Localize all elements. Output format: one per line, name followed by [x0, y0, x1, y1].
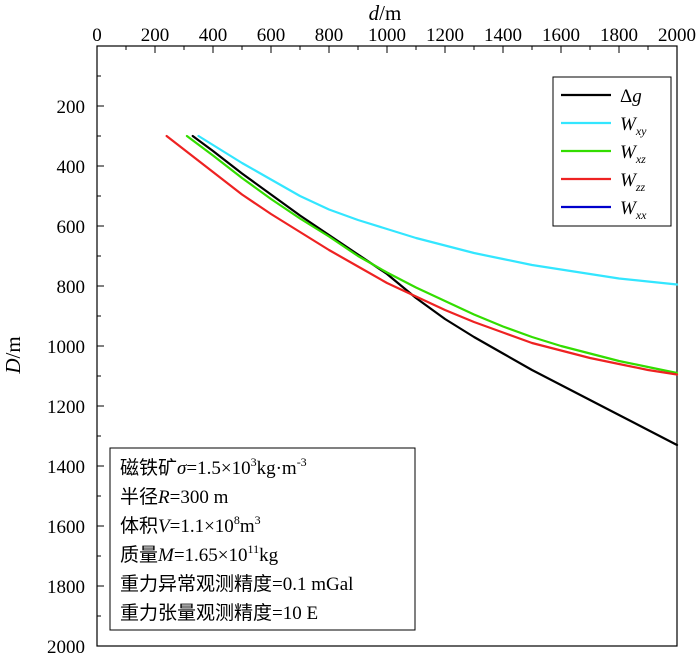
x-tick-label: 400: [199, 25, 228, 46]
series-line-2: [185, 134, 679, 375]
y-tick-label: 600: [57, 217, 86, 238]
y-tick-label: 1600: [47, 517, 85, 538]
legend-label: Wxx: [620, 198, 647, 222]
x-tick-label: 800: [315, 25, 344, 46]
series-line-3: [165, 134, 679, 376]
series-line-0: [191, 134, 679, 447]
y-tick-label: 200: [57, 97, 86, 118]
x-tick-label: 2000: [658, 25, 696, 46]
y-tick-label: 800: [57, 277, 86, 298]
annotation-box: [109, 447, 416, 631]
x-tick-label: 0: [92, 25, 102, 46]
legend-label: Wxy: [620, 114, 647, 138]
legend-label: Wzz: [620, 170, 645, 194]
annotation-line: 半径R=300 m: [120, 486, 229, 508]
annotation-line: 质量M=1.65×1011kg: [120, 542, 279, 566]
y-tick-label: 1400: [47, 457, 85, 478]
legend: Δg Wxy Wxz Wzz Wxx: [552, 76, 672, 227]
annotation-line: 重力异常观测精度=0.1 mGal: [120, 573, 353, 595]
x-tick-label: 600: [257, 25, 286, 46]
x-axis-title: d/m: [369, 1, 402, 25]
y-tick-label: 1200: [47, 397, 85, 418]
y-axis-title: D/m: [1, 336, 25, 374]
y-tick-label: 1000: [47, 337, 85, 358]
series-group: [165, 134, 679, 447]
x-tick-group: 0 200 400 600 800 1000 1200 1400 1600 1800 2000: [92, 25, 696, 53]
x-tick-label: 1600: [542, 25, 580, 46]
legend-label: Δg: [620, 86, 642, 107]
x-tick-label: 1400: [484, 25, 522, 46]
y-tick-label: 1800: [47, 577, 85, 598]
x-tick-label: 1000: [368, 25, 406, 46]
y-tick-label: 2000: [47, 637, 85, 658]
annotation-line: 重力张量观测精度=10 E: [120, 602, 318, 624]
series-line-1: [197, 134, 679, 286]
x-tick-label: 200: [141, 25, 170, 46]
x-tick-label: 1200: [426, 25, 464, 46]
annotation-line: 体积V=1.1×108m3: [120, 513, 261, 537]
x-tick-label: 1800: [600, 25, 638, 46]
parameter-annotation-box: 磁铁矿σ=1.5×103kg·m-3 半径R=300 m 体积V=1.1×108m3…: [109, 447, 416, 631]
y-tick-group: 200 400 600 800 1000 1200 1400 1600 1800 2000: [47, 75, 104, 658]
y-tick-label: 400: [57, 157, 86, 178]
legend-label: Wxz: [620, 142, 646, 166]
annotation-line: 磁铁矿σ=1.5×103kg·m-3: [120, 455, 307, 479]
